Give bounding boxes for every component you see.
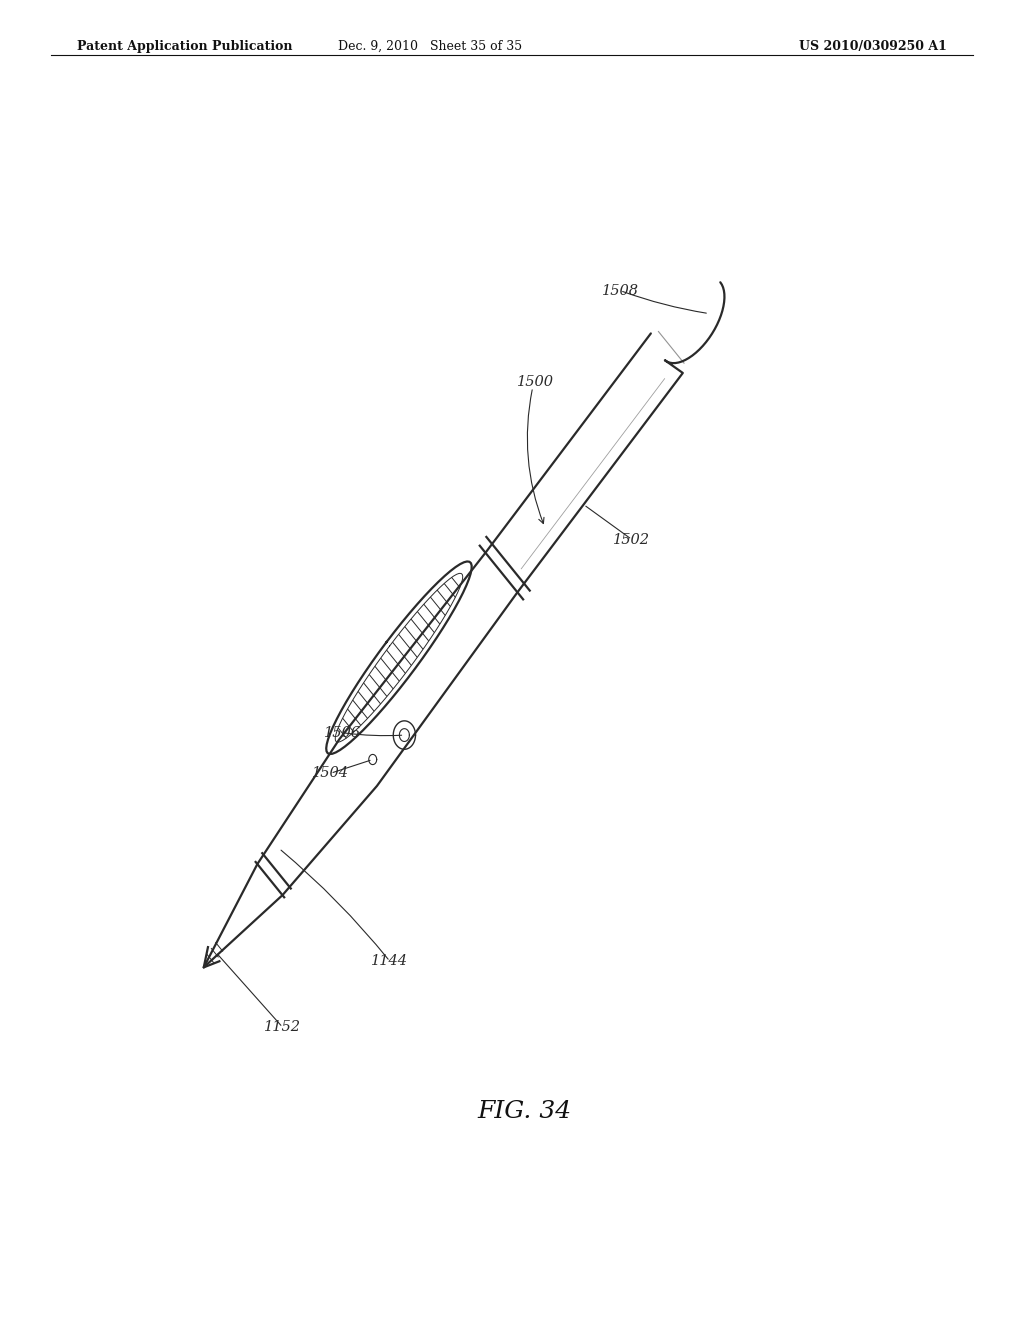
Text: Dec. 9, 2010   Sheet 35 of 35: Dec. 9, 2010 Sheet 35 of 35 — [338, 40, 522, 53]
Text: 1144: 1144 — [372, 954, 409, 969]
Text: 1152: 1152 — [264, 1020, 301, 1035]
Text: 1502: 1502 — [613, 532, 650, 546]
Text: FIG. 34: FIG. 34 — [478, 1101, 571, 1123]
Text: 1500: 1500 — [517, 375, 554, 389]
Text: 1506: 1506 — [324, 726, 360, 739]
Text: 1508: 1508 — [601, 284, 639, 297]
Text: 1504: 1504 — [312, 767, 349, 780]
Text: US 2010/0309250 A1: US 2010/0309250 A1 — [800, 40, 947, 53]
Text: Patent Application Publication: Patent Application Publication — [77, 40, 292, 53]
